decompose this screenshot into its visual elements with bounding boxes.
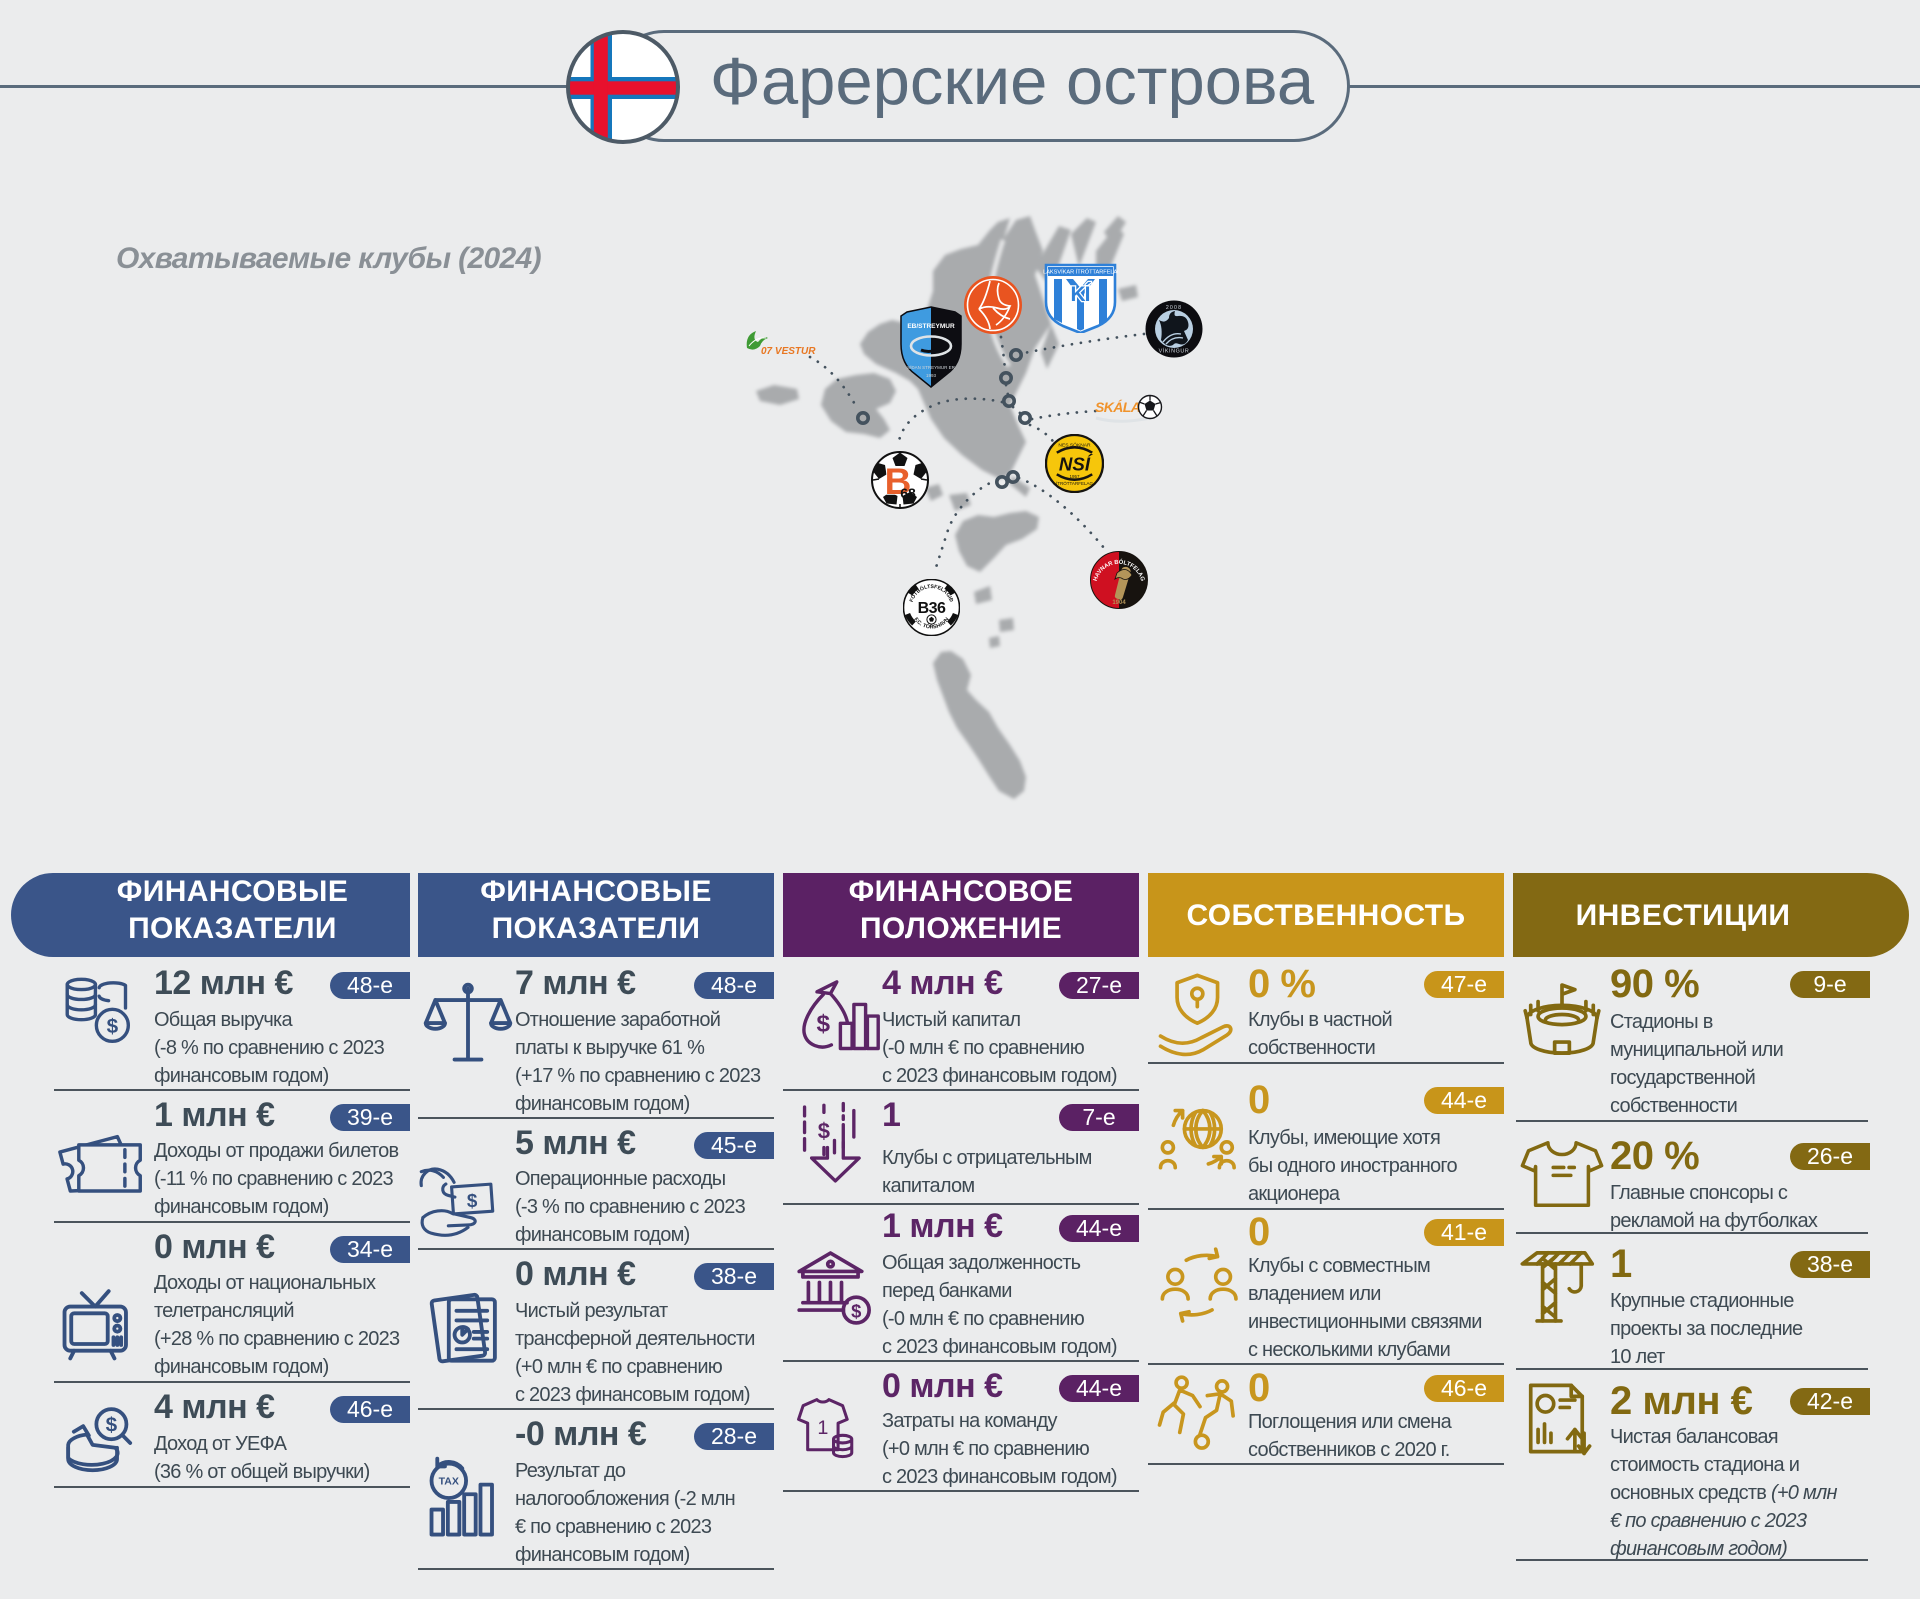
svg-text:1993: 1993 [926,373,937,378]
svg-text:NSÍ: NSÍ [1059,453,1093,474]
svg-text:ÍTRÓTTARFELAG: ÍTRÓTTARFELAG [1056,480,1094,486]
svg-text:1957: 1957 [1069,474,1080,479]
svg-text:VÍKINGUR: VÍKINGUR [1159,348,1190,355]
svg-text:$: $ [106,1414,118,1437]
svg-text:B: B [885,461,912,502]
svg-text:1904: 1904 [1112,600,1126,606]
svg-text:TAX: TAX [439,1476,459,1488]
svg-text:SKÁLA: SKÁLA [1095,399,1141,415]
svg-text:$: $ [818,1119,830,1144]
svg-text:KÍ: KÍ [1071,283,1092,306]
svg-text:EB/STREYMUR: EB/STREYMUR [907,323,955,330]
svg-text:2008: 2008 [1166,305,1182,311]
svg-text:KLAKSVÍKAR ÍTRÓTTARFELAG: KLAKSVÍKAR ÍTRÓTTARFELAG [1043,269,1118,276]
svg-text:$: $ [817,1010,831,1037]
svg-text:$: $ [851,1300,861,1321]
svg-text:68: 68 [900,485,916,501]
svg-text:07 VESTUR: 07 VESTUR [761,346,816,357]
svg-text:$: $ [467,1190,478,1211]
svg-text:SÍÐAN STREYMUR ER: SÍÐAN STREYMUR ER [907,364,956,370]
svg-text:B36: B36 [918,600,946,617]
svg-text:1: 1 [817,1417,828,1439]
svg-text:NES SÓKNAR: NES SÓKNAR [1058,441,1091,448]
svg-text:$: $ [107,1015,119,1038]
